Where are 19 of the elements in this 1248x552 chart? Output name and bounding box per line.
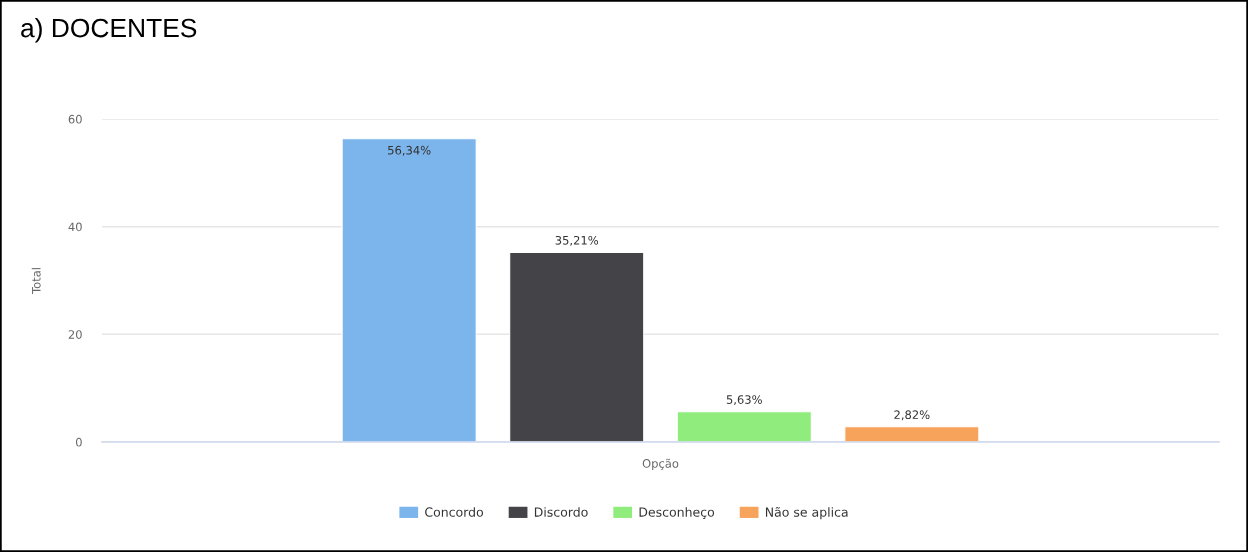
legend-label: Desconheço [639, 507, 715, 520]
y-tick-label: 40 [68, 222, 82, 232]
bar [341, 138, 477, 442]
y-tick-label: 60 [68, 114, 82, 124]
x-tick-label: Opção [642, 458, 679, 471]
y-tick-label: 0 [75, 437, 82, 447]
data-label: 35,21% [555, 235, 599, 246]
legend-label: Concordo [425, 507, 484, 517]
legend-label: Discordo [534, 507, 588, 517]
data-label: 2,82% [894, 410, 930, 421]
bar [509, 251, 645, 442]
data-label: 5,63% [726, 395, 762, 406]
y-tick-label: 20 [68, 330, 82, 339]
y-axis-title: Total [31, 268, 41, 294]
legend-label: Não se aplica [765, 506, 848, 520]
data-label: 56,34% [388, 145, 431, 156]
bar [844, 426, 980, 442]
bar [676, 411, 812, 442]
chart-title: a) DOCENTES [21, 18, 197, 43]
